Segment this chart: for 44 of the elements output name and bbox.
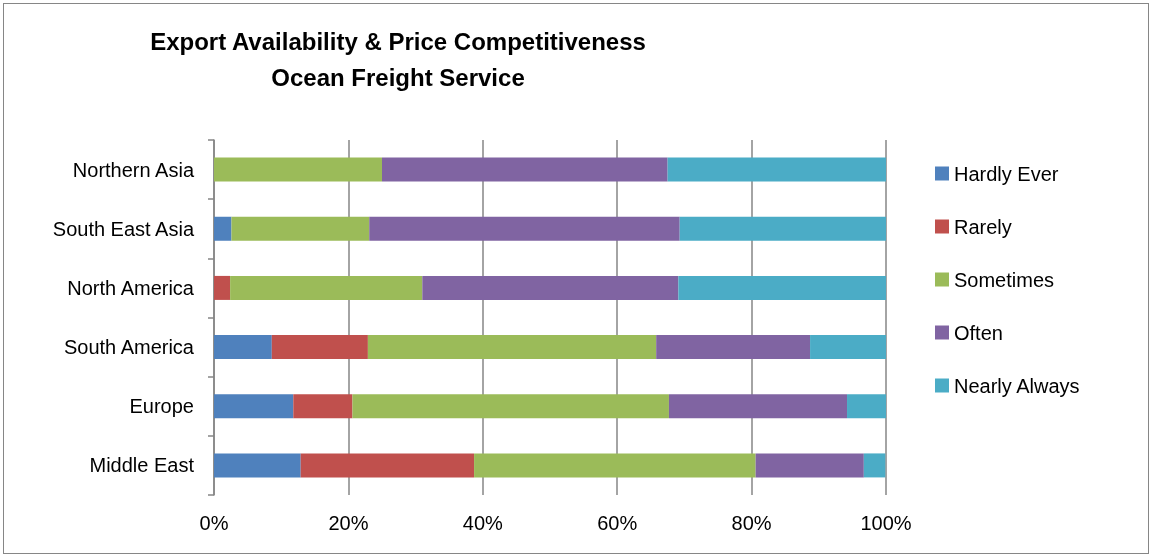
- chart-title: Export Availability & Price Competitiveness Ocean Freight Service: [150, 27, 646, 91]
- legend-label: Sometimes: [954, 268, 1055, 291]
- bar: [863, 453, 886, 478]
- bar: [214, 275, 231, 300]
- bar: [422, 275, 679, 300]
- bar: [271, 335, 368, 360]
- bar: [678, 275, 886, 300]
- legend-label: Rarely: [954, 215, 1012, 238]
- bar: [352, 394, 669, 419]
- bar: [847, 394, 886, 419]
- bar: [214, 157, 382, 182]
- bar: [214, 453, 301, 478]
- x-tick-label: 100%: [860, 512, 912, 534]
- bar: [382, 157, 668, 182]
- y-tick-label: North America: [67, 276, 195, 299]
- x-tick-label: 20%: [328, 512, 369, 534]
- x-tick-label: 60%: [597, 512, 638, 534]
- bar: [679, 216, 886, 241]
- bar: [300, 453, 475, 478]
- bar: [668, 394, 848, 419]
- bar: [474, 453, 756, 478]
- bar: [656, 335, 811, 360]
- bar: [214, 394, 294, 419]
- bar: [214, 216, 232, 241]
- bar: [231, 216, 370, 241]
- bar: [369, 216, 680, 241]
- y-tick-label: Europe: [129, 395, 194, 418]
- y-tick-label: South America: [63, 336, 195, 359]
- x-tick-label: 40%: [462, 512, 504, 534]
- bar: [214, 335, 272, 360]
- bar: [367, 335, 657, 360]
- x-tick-label: 80%: [731, 512, 772, 534]
- y-tick-label: Northern Asia: [72, 158, 195, 181]
- x-tick-label: 0%: [199, 512, 229, 534]
- legend-label: Hardly Ever: [954, 162, 1059, 185]
- legend-label: Often: [954, 321, 1003, 344]
- bar: [667, 157, 886, 182]
- y-tick-label: Middle East: [89, 454, 195, 477]
- legend-label: Nearly Always: [954, 374, 1080, 397]
- bar: [293, 394, 353, 419]
- bar: [230, 275, 423, 300]
- y-tick-label: South East Asia: [52, 217, 195, 240]
- bar: [810, 335, 886, 360]
- bar: [755, 453, 864, 478]
